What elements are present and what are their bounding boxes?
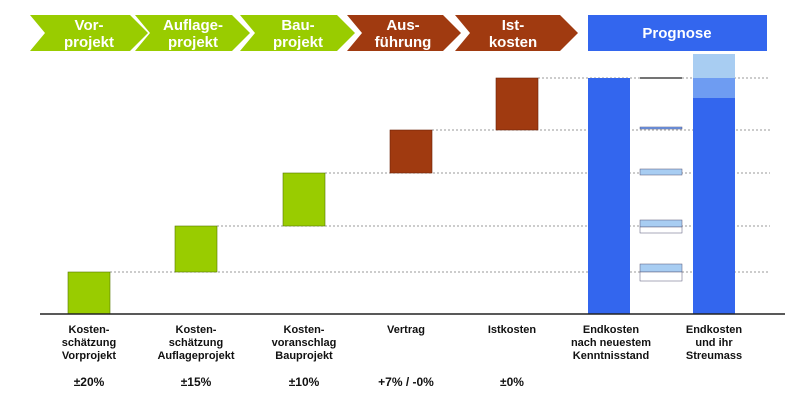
phase-label-line1: Aus- (386, 17, 419, 34)
phase-label-line2: projekt (273, 34, 323, 51)
prognose-label: Prognose (642, 25, 711, 42)
accuracy-value: ±10% (289, 375, 320, 389)
streumass-upper-range (693, 54, 735, 78)
tolerance-marks (639, 77, 683, 282)
phase-label-line1: Bau- (281, 17, 314, 34)
column-label-line: nach neuestem (571, 337, 651, 349)
streumass-lower-range (693, 78, 735, 98)
phase-ausfuehrung: Aus- führung (347, 15, 461, 51)
tolerance-mark (639, 226, 683, 234)
bar-endkosten-streumass (693, 54, 735, 314)
accuracy-value: ±15% (181, 375, 212, 389)
block-auflageprojekt (174, 225, 218, 273)
phase-bauprojekt: Bau- projekt (240, 15, 355, 51)
block-vorprojekt (67, 271, 111, 315)
column-label-line: und ihr (695, 337, 733, 349)
tolerance-mark (639, 126, 683, 130)
column-label-line: Kosten- (284, 324, 325, 336)
phase-label-line1: Vor- (75, 17, 104, 34)
phase-label-line2: führung (375, 34, 432, 51)
column-label-line: Auflageprojekt (157, 350, 234, 362)
phase-label-line2: kosten (489, 34, 537, 51)
accuracy-value: +7% / -0% (378, 375, 434, 389)
column-label-line: Endkosten (583, 324, 640, 336)
column-label-line: Kosten- (69, 324, 110, 336)
phase-auflageprojekt: Auflage- projekt (135, 15, 250, 51)
column-label-line: Vertrag (387, 324, 425, 336)
tolerance-mark (639, 219, 683, 228)
phase-label-line1: Auflage- (163, 17, 223, 34)
tolerance-mark (639, 263, 683, 273)
bar-endkosten-kenntnisstand (588, 78, 630, 314)
column-label-line: schätzung (62, 337, 116, 349)
phase-vorprojekt: Vor- projekt (30, 15, 148, 51)
column-label-line: Kenntnisstand (573, 350, 649, 362)
accuracy-value: ±20% (74, 375, 105, 389)
phase-label-line1: Ist- (502, 17, 525, 34)
tolerance-mark (639, 271, 683, 282)
block-istkosten (495, 77, 539, 131)
column-label-line: Vorprojekt (62, 350, 117, 362)
block-bauprojekt (282, 172, 326, 227)
column-label-line: Kosten- (176, 324, 217, 336)
column-label-line: Streumass (686, 350, 742, 362)
phase-label-line2: projekt (168, 34, 218, 51)
phase-chevrons: Vor- projekt Auflage- projekt Bau- proje… (30, 15, 767, 51)
column-labels: Kosten- schätzung Vorprojekt Kosten- sch… (62, 324, 743, 362)
block-vertrag (389, 129, 433, 174)
column-label-line: Bauprojekt (275, 350, 333, 362)
accuracy-value: ±0% (500, 375, 524, 389)
column-label-line: schätzung (169, 337, 223, 349)
waterfall-blocks (67, 77, 539, 315)
column-label-line: Istkosten (488, 324, 537, 336)
column-label-line: Endkosten (686, 324, 743, 336)
phase-label-line2: projekt (64, 34, 114, 51)
column-label-line: voranschlag (272, 337, 337, 349)
streumass-base (693, 98, 735, 314)
accuracy-values: ±20% ±15% ±10% +7% / -0% ±0% (74, 375, 525, 389)
tolerance-mark (639, 168, 683, 176)
phase-prognose: Prognose (588, 15, 767, 51)
phase-istkosten: Ist- kosten (455, 15, 578, 51)
